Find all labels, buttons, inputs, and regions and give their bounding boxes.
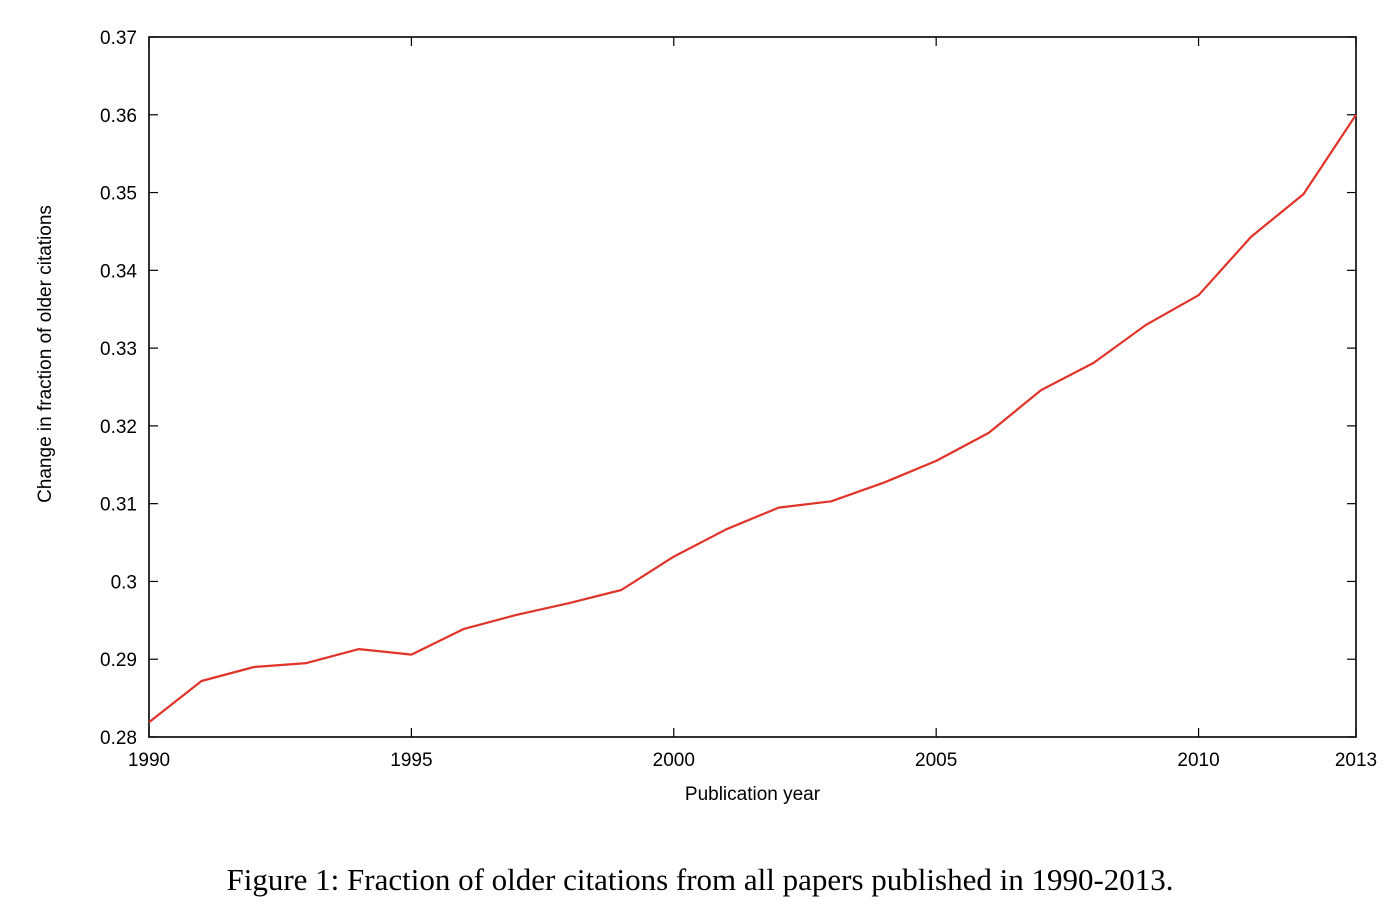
y-tick-label: 0.35 bbox=[100, 184, 137, 205]
series-layer bbox=[148, 114, 1357, 724]
line-chart: 0.28 0.29 0.3 0.31 0.32 0.33 0.34 0.35 0.36 0.37 1… bbox=[35, 28, 1377, 805]
x-tick-label: 2000 bbox=[653, 750, 695, 771]
x-tick-label: 2013 bbox=[1335, 750, 1377, 771]
figure-caption: Figure 1: Fraction of older citations fr… bbox=[226, 862, 1174, 897]
y-tick-label: 0.28 bbox=[100, 728, 137, 749]
y-tick-label: 0.33 bbox=[100, 339, 137, 360]
y-tick-label: 0.32 bbox=[100, 417, 137, 438]
y-tick-label: 0.31 bbox=[100, 495, 137, 516]
x-tick-label: 1995 bbox=[390, 750, 432, 771]
y-axis-title: Change in fraction of older citations bbox=[35, 205, 56, 503]
plot-frame bbox=[148, 36, 1357, 738]
x-axis-title: Publication year bbox=[685, 784, 821, 805]
y-tick-label: 0.36 bbox=[100, 106, 137, 127]
y-tick-label: 0.29 bbox=[100, 650, 137, 671]
y-tick-label: 0.3 bbox=[111, 572, 137, 593]
y-tick-label: 0.37 bbox=[100, 28, 137, 49]
series-line bbox=[148, 114, 1357, 724]
labels-layer: 0.28 0.29 0.3 0.31 0.32 0.33 0.34 0.35 0.36 0.37 1… bbox=[100, 28, 1377, 771]
x-tick-label: 2010 bbox=[1177, 750, 1219, 771]
y-tick-label: 0.34 bbox=[100, 261, 137, 282]
ticks-layer bbox=[148, 36, 1357, 738]
x-tick-label: 2005 bbox=[915, 750, 957, 771]
x-tick-label: 1990 bbox=[128, 750, 170, 771]
